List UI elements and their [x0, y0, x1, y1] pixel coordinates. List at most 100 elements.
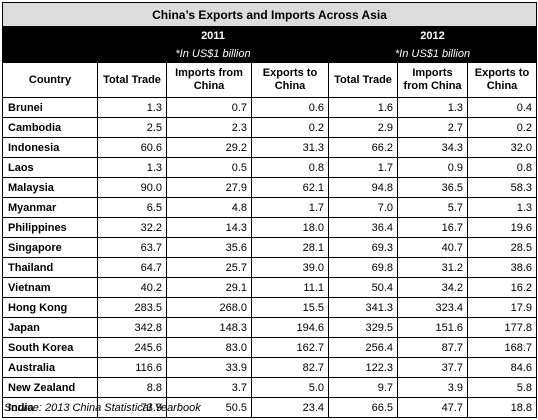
country-cell: Laos: [3, 158, 98, 178]
value-cell: 15.5: [252, 298, 329, 318]
value-cell: 1.3: [398, 98, 468, 118]
table-row: Vietnam 40.2 29.1 11.1 50.4 34.2 16.2: [3, 278, 537, 298]
country-cell: Thailand: [3, 258, 98, 278]
year-2012: 2012: [329, 27, 537, 46]
value-cell: 82.7: [252, 358, 329, 378]
table-row: Brunei 1.3 0.7 0.6 1.6 1.3 0.4: [3, 98, 537, 118]
value-cell: 0.2: [252, 118, 329, 138]
value-cell: 0.5: [167, 158, 252, 178]
value-cell: 162.7: [252, 338, 329, 358]
value-cell: 66.5: [329, 398, 398, 418]
value-cell: 16.2: [468, 278, 537, 298]
value-cell: 64.7: [98, 258, 167, 278]
header-total-trade-2012: Total Trade: [329, 63, 398, 98]
header-exports-2012: Exports to China: [468, 63, 537, 98]
table-row: New Zealand 8.8 3.7 5.0 9.7 3.9 5.8: [3, 378, 537, 398]
value-cell: 6.5: [98, 198, 167, 218]
table-row: Indonesia 60.6 29.2 31.3 66.2 34.3 32.0: [3, 138, 537, 158]
value-cell: 245.6: [98, 338, 167, 358]
value-cell: 122.3: [329, 358, 398, 378]
country-cell: Vietnam: [3, 278, 98, 298]
title-row: China’s Exports and Imports Across Asia: [3, 3, 537, 27]
value-cell: 40.7: [398, 238, 468, 258]
value-cell: 62.1: [252, 178, 329, 198]
country-cell: Japan: [3, 318, 98, 338]
value-cell: 39.0: [252, 258, 329, 278]
value-cell: 29.2: [167, 138, 252, 158]
value-cell: 3.9: [398, 378, 468, 398]
value-cell: 329.5: [329, 318, 398, 338]
table-title: China’s Exports and Imports Across Asia: [3, 3, 537, 27]
value-cell: 0.8: [252, 158, 329, 178]
value-cell: 256.4: [329, 338, 398, 358]
table-row: Hong Kong 283.5 268.0 15.5 341.3 323.4 17.9: [3, 298, 537, 318]
country-cell: Australia: [3, 358, 98, 378]
value-cell: 18.0: [252, 218, 329, 238]
value-cell: 4.8: [167, 198, 252, 218]
value-cell: 2.5: [98, 118, 167, 138]
value-cell: 342.8: [98, 318, 167, 338]
value-cell: 38.6: [468, 258, 537, 278]
value-cell: 37.7: [398, 358, 468, 378]
value-cell: 58.3: [468, 178, 537, 198]
year-2011: 2011: [98, 27, 329, 46]
value-cell: 84.6: [468, 358, 537, 378]
value-cell: 0.2: [468, 118, 537, 138]
unit-row: *In US$1 billion *In US$1 billion: [3, 46, 537, 63]
value-cell: 5.0: [252, 378, 329, 398]
value-cell: 63.7: [98, 238, 167, 258]
value-cell: 3.7: [167, 378, 252, 398]
value-cell: 16.7: [398, 218, 468, 238]
table-row: Japan 342.8 148.3 194.6 329.5 151.6 177.8: [3, 318, 537, 338]
value-cell: 2.7: [398, 118, 468, 138]
country-cell: Cambodia: [3, 118, 98, 138]
table-row: Malaysia 90.0 27.9 62.1 94.8 36.5 58.3: [3, 178, 537, 198]
value-cell: 32.0: [468, 138, 537, 158]
value-cell: 32.2: [98, 218, 167, 238]
value-cell: 8.8: [98, 378, 167, 398]
country-cell: Hong Kong: [3, 298, 98, 318]
value-cell: 9.7: [329, 378, 398, 398]
value-cell: 33.9: [167, 358, 252, 378]
value-cell: 0.4: [468, 98, 537, 118]
table-row: Thailand 64.7 25.7 39.0 69.8 31.2 38.6: [3, 258, 537, 278]
table-row: Singapore 63.7 35.6 28.1 69.3 40.7 28.5: [3, 238, 537, 258]
value-cell: 11.1: [252, 278, 329, 298]
value-cell: 31.3: [252, 138, 329, 158]
unit-note-2012: *In US$1 billion: [329, 46, 537, 63]
value-cell: 2.3: [167, 118, 252, 138]
header-imports-2012: Imports from China: [398, 63, 468, 98]
table-row: South Korea 245.6 83.0 162.7 256.4 87.7 168.7: [3, 338, 537, 358]
value-cell: 35.6: [167, 238, 252, 258]
value-cell: 168.7: [468, 338, 537, 358]
value-cell: 17.9: [468, 298, 537, 318]
value-cell: 90.0: [98, 178, 167, 198]
value-cell: 0.9: [398, 158, 468, 178]
value-cell: 29.1: [167, 278, 252, 298]
table-row: Myanmar 6.5 4.8 1.7 7.0 5.7 1.3: [3, 198, 537, 218]
value-cell: 148.3: [167, 318, 252, 338]
header-country: Country: [3, 63, 98, 98]
year-row: 2011 2012: [3, 27, 537, 46]
value-cell: 36.5: [398, 178, 468, 198]
value-cell: 0.8: [468, 158, 537, 178]
value-cell: 341.3: [329, 298, 398, 318]
value-cell: 69.3: [329, 238, 398, 258]
value-cell: 1.3: [98, 158, 167, 178]
value-cell: 47.7: [398, 398, 468, 418]
table-row: Australia 116.6 33.9 82.7 122.3 37.7 84.6: [3, 358, 537, 378]
table-row: Cambodia 2.5 2.3 0.2 2.9 2.7 0.2: [3, 118, 537, 138]
country-cell: Brunei: [3, 98, 98, 118]
country-cell: Myanmar: [3, 198, 98, 218]
value-cell: 116.6: [98, 358, 167, 378]
value-cell: 5.7: [398, 198, 468, 218]
value-cell: 87.7: [398, 338, 468, 358]
header-exports-2011: Exports to China: [252, 63, 329, 98]
value-cell: 25.7: [167, 258, 252, 278]
value-cell: 323.4: [398, 298, 468, 318]
country-cell: Philippines: [3, 218, 98, 238]
country-cell: Malaysia: [3, 178, 98, 198]
country-cell: South Korea: [3, 338, 98, 358]
